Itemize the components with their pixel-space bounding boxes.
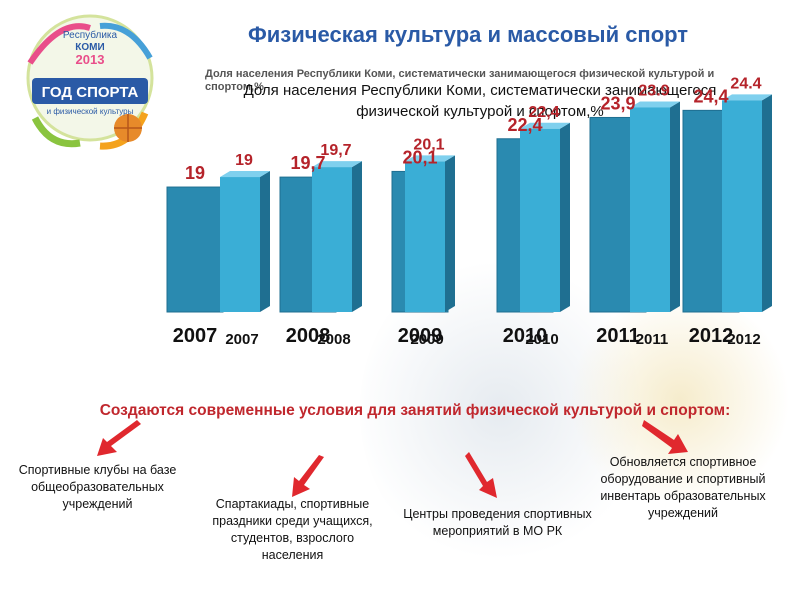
- front-bar-top-2010: [520, 122, 570, 129]
- chart-subtitle: Доля населения Республики Коми, системат…: [243, 82, 717, 120]
- front-bar-value-label: 20,1: [413, 136, 444, 153]
- arrow-down-left-icon: [97, 420, 141, 456]
- front-bar-side-2009: [445, 155, 455, 312]
- back-bar-value-label: 19,7: [290, 153, 325, 173]
- back-bar-value-label: 23,9: [600, 93, 635, 113]
- x-tick-label: 2009: [410, 331, 443, 348]
- x-tick-label: 2012: [689, 325, 734, 347]
- x-tick-label: 2011: [596, 325, 639, 347]
- front-bar-2011: [630, 107, 670, 313]
- back-bar-value-label: 24,4: [693, 86, 728, 106]
- conditions-heading: Создаются современные условия для заняти…: [99, 402, 731, 419]
- front-bar-value-label: 22,4: [528, 104, 559, 121]
- front-bar-2009: [405, 161, 445, 312]
- x-tick-label: 2008: [317, 331, 350, 348]
- x-tick-label: 2007: [225, 331, 258, 348]
- back-bar-2007: [166, 186, 224, 313]
- caption-sport-clubs: Спортивные клубы на базе общеобразовател…: [18, 463, 177, 511]
- front-bar-2012: [722, 100, 762, 312]
- front-bar-2010: [520, 128, 560, 312]
- arrow-down-right-icon: [642, 420, 688, 454]
- chart-subtitle-small: Доля населения Республики Коми, системат…: [205, 68, 715, 93]
- year-of-sport-logo: Республика КОМИ 2013 ГОД СПОРТА и физиче…: [26, 14, 154, 150]
- arrow-down-right-icon: [465, 452, 497, 498]
- front-bar-side-2011: [670, 101, 680, 313]
- labels-layer: 19 19,7 20,1 22,4 23,9 24,4 19 19,7 20,1 22,4 23.9…: [173, 75, 762, 348]
- front-bar-side-2010: [560, 122, 570, 312]
- back-bar-value-label: 19: [185, 163, 205, 183]
- back-bar-value-label: 22,4: [507, 115, 542, 135]
- bar-chart: 19 19,7 20,1 22,4 23,9 24,4 19 19,7 20,1 22,4 23.9…: [166, 75, 772, 348]
- arrow-down-left-icon: [292, 455, 324, 497]
- page-title: Физическая культура и массовый спорт: [248, 22, 689, 47]
- front-bar-value-label: 19: [235, 152, 253, 169]
- front-bar-side-2008: [352, 161, 362, 312]
- svg-text:и физической культуры: и физической культуры: [47, 107, 134, 116]
- front-bar-side-2012: [762, 94, 772, 312]
- svg-text:ГОД СПОРТА: ГОД СПОРТА: [42, 84, 139, 101]
- svg-text:КОМИ: КОМИ: [75, 42, 104, 53]
- front-bar-2007: [220, 177, 260, 312]
- bars-layer: [166, 94, 772, 313]
- front-bar-2008: [312, 167, 352, 312]
- caption-spartakiads: Спартакиады, спортивные праздники среди …: [212, 497, 373, 562]
- front-bar-top-2012: [722, 94, 772, 101]
- x-tick-label: 2007: [173, 325, 218, 347]
- front-bar-side-2007: [260, 171, 270, 312]
- svg-text:2013: 2013: [76, 52, 105, 67]
- svg-text:Республика: Республика: [63, 29, 118, 41]
- back-bar-value-label: 20,1: [402, 147, 437, 167]
- x-tick-label: 2009: [398, 325, 443, 347]
- front-bar-value-label: 19,7: [320, 142, 351, 159]
- caption-sport-centers: Центры проведения спортивных мероприятий…: [403, 507, 592, 538]
- front-bar-value-label: 24.4: [730, 75, 761, 92]
- x-tick-label: 2008: [286, 325, 331, 347]
- background-decoration-right: [560, 300, 800, 500]
- x-tick-label: 2012: [727, 331, 760, 348]
- front-bar-top-2007: [220, 171, 270, 178]
- front-bar-top-2008: [312, 161, 362, 168]
- front-bar-value-label: 23.9: [638, 82, 669, 99]
- x-tick-label: 2010: [525, 331, 558, 348]
- caption-equipment-update: Обновляется спортивное оборудование и сп…: [600, 455, 766, 520]
- front-bar-top-2009: [405, 155, 455, 162]
- x-tick-label: 2010: [503, 325, 548, 347]
- x-tick-label: 2011: [636, 331, 669, 348]
- front-bar-top-2011: [630, 101, 680, 108]
